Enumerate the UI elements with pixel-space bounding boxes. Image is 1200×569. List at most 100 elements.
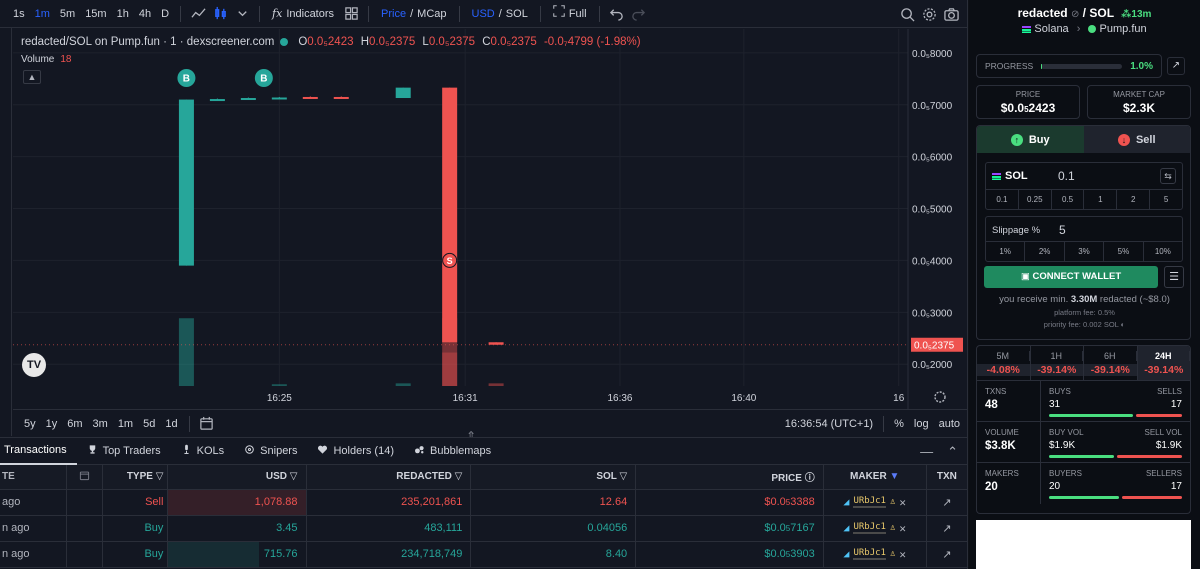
token-name[interactable]: redacted: [1017, 6, 1068, 20]
quick-amount[interactable]: 0.25: [1019, 190, 1052, 209]
price-mcap-toggle[interactable]: Price / MCap: [375, 0, 452, 28]
usd-sol-toggle[interactable]: USD / SOL: [466, 0, 534, 28]
sol-option[interactable]: SOL: [505, 7, 528, 20]
timeframe-1s[interactable]: 1s: [13, 7, 25, 20]
mcap-option[interactable]: MCap: [417, 7, 447, 20]
filter-icon[interactable]: ▽: [155, 471, 164, 483]
period-6h[interactable]: 6H -39.14%: [1084, 346, 1138, 380]
undo-icon[interactable]: [606, 0, 628, 28]
range-3m[interactable]: 3m: [92, 417, 108, 430]
range-5y[interactable]: 5y: [24, 417, 36, 430]
quick-search-icon[interactable]: [896, 0, 918, 28]
sell-tab[interactable]: ↓ Sell: [1083, 126, 1190, 153]
candles-icon[interactable]: [209, 0, 231, 28]
maker-address[interactable]: URbJc1: [853, 496, 886, 508]
filter-icon[interactable]: ▽: [289, 471, 298, 483]
tab-bubblemaps[interactable]: Bubblemaps: [404, 438, 501, 465]
resize-handle-icon[interactable]: ⇕: [466, 429, 477, 443]
tradingview-logo[interactable]: TV: [22, 353, 46, 377]
axis-settings-icon[interactable]: [934, 391, 946, 403]
filter-icon[interactable]: ▼: [889, 471, 900, 483]
amount-input[interactable]: 0.1: [1058, 169, 1075, 183]
quick-amount[interactable]: 0.5: [1052, 190, 1085, 209]
info-icon[interactable]: ⓘ: [804, 473, 815, 485]
tab-transactions[interactable]: Transactions: [0, 438, 77, 465]
range-1y[interactable]: 1y: [45, 417, 58, 430]
external-link-icon[interactable]: ↗: [942, 522, 952, 535]
table-row[interactable]: n ago Buy 715.76 234,718,749 8.40 $0.053903 ◢ U…: [0, 541, 967, 568]
clock-readout[interactable]: 16:36:54 (UTC+1): [784, 418, 874, 430]
quick-amount[interactable]: 5: [1163, 195, 1169, 204]
collapse-legend-button[interactable]: ▲: [23, 70, 41, 84]
candlestick-plot[interactable]: B B S 0.0₅8000 0.0₅7000 0.0₅6000 0.0₅5000 0.0₅4…: [13, 29, 968, 409]
quick-amount[interactable]: 2: [1117, 190, 1151, 209]
tab-top-traders[interactable]: Top Traders: [77, 438, 171, 465]
auto-scale-toggle[interactable]: auto: [938, 418, 960, 430]
col-type[interactable]: TYPE ▽: [102, 465, 169, 490]
indicators-button[interactable]: fx Indicators: [266, 0, 340, 28]
drawing-tools-rail[interactable]: [0, 28, 12, 436]
price-option[interactable]: Price: [381, 7, 407, 20]
close-icon[interactable]: ✕: [899, 495, 907, 509]
col-token[interactable]: REDACTED ▽: [306, 465, 472, 490]
range-1m[interactable]: 1m: [117, 417, 134, 430]
chain-name[interactable]: Solana: [1034, 23, 1069, 35]
connect-wallet-button[interactable]: ▣ CONNECT WALLET: [984, 266, 1158, 288]
tab-holders[interactable]: Holders (14): [307, 438, 404, 465]
range-6m[interactable]: 6m: [67, 417, 83, 430]
period-5m[interactable]: 5M -4.08%: [977, 346, 1031, 380]
log-scale-toggle[interactable]: log: [913, 418, 929, 430]
period-24h[interactable]: 24H -39.14%: [1137, 346, 1190, 380]
minimize-icon[interactable]: —: [920, 444, 934, 459]
copy-icon[interactable]: ⊘: [1070, 9, 1080, 20]
slippage-option[interactable]: 10%: [1154, 247, 1171, 256]
col-usd[interactable]: USD ▽: [167, 465, 307, 490]
gear-icon[interactable]: [918, 0, 940, 28]
fullscreen-button[interactable]: Full: [547, 0, 593, 28]
quick-amount[interactable]: 1: [1084, 190, 1118, 209]
calendar-range-icon[interactable]: [196, 410, 218, 438]
col-date[interactable]: TE: [0, 465, 68, 490]
timeframe-5m[interactable]: 5m: [59, 7, 76, 20]
chevrons-up-icon[interactable]: ⌃: [947, 443, 958, 459]
table-row[interactable]: ago Sell 1,078.88 235,201,861 12.64 $0.053388…: [0, 489, 967, 516]
chevron-down-icon[interactable]: [231, 0, 253, 28]
user-icon[interactable]: ♙: [889, 523, 896, 533]
external-link-icon[interactable]: ↗: [942, 548, 952, 561]
table-row[interactable]: n ago Buy 3.45 483,111 0.04056 $0.057167 ◢ URbJ…: [0, 515, 967, 542]
shield-icon[interactable]: ◐: [1120, 320, 1126, 329]
timeframe-15m[interactable]: 15m: [85, 7, 107, 20]
external-link-icon[interactable]: ↗: [942, 496, 952, 509]
timeframe-4h[interactable]: 4h: [138, 7, 152, 20]
close-icon[interactable]: ✕: [899, 521, 907, 535]
timeframe-d[interactable]: D: [161, 7, 170, 20]
col-txn[interactable]: TXN: [926, 465, 967, 490]
user-icon[interactable]: ♙: [889, 549, 896, 559]
dex-name[interactable]: Pump.fun: [1099, 23, 1147, 35]
usd-option[interactable]: USD: [471, 7, 495, 20]
range-1d[interactable]: 1d: [165, 417, 178, 430]
filter-icon[interactable]: ▽: [619, 471, 628, 483]
slippage-input[interactable]: 5: [1059, 223, 1066, 237]
maker-address[interactable]: URbJc1: [853, 548, 886, 560]
trade-settings-icon[interactable]: ☰: [1164, 266, 1184, 288]
slippage-option[interactable]: 1%: [986, 242, 1026, 261]
redo-icon[interactable]: [628, 0, 650, 28]
col-price[interactable]: PRICE ⓘ: [635, 465, 824, 490]
external-link-icon[interactable]: ↗: [1167, 57, 1185, 75]
slippage-option[interactable]: 3%: [1065, 242, 1105, 261]
calendar-icon[interactable]: [66, 465, 103, 490]
camera-icon[interactable]: [940, 0, 962, 28]
tab-kols[interactable]: KOLs: [171, 438, 235, 465]
user-icon[interactable]: ♙: [889, 497, 896, 507]
buy-tab[interactable]: ↑ Buy: [977, 126, 1084, 153]
slippage-option[interactable]: 2%: [1025, 242, 1065, 261]
filter-icon[interactable]: ▽: [454, 471, 463, 483]
quick-amount[interactable]: 0.1: [986, 190, 1019, 209]
period-1h[interactable]: 1H -39.14%: [1030, 346, 1084, 380]
swap-currency-icon[interactable]: ⇆: [1160, 168, 1176, 184]
line-chart-icon[interactable]: [187, 0, 209, 28]
tab-snipers[interactable]: Snipers: [234, 438, 307, 465]
timeframe-1m[interactable]: 1m: [34, 7, 50, 20]
range-5d[interactable]: 5d: [143, 417, 156, 430]
